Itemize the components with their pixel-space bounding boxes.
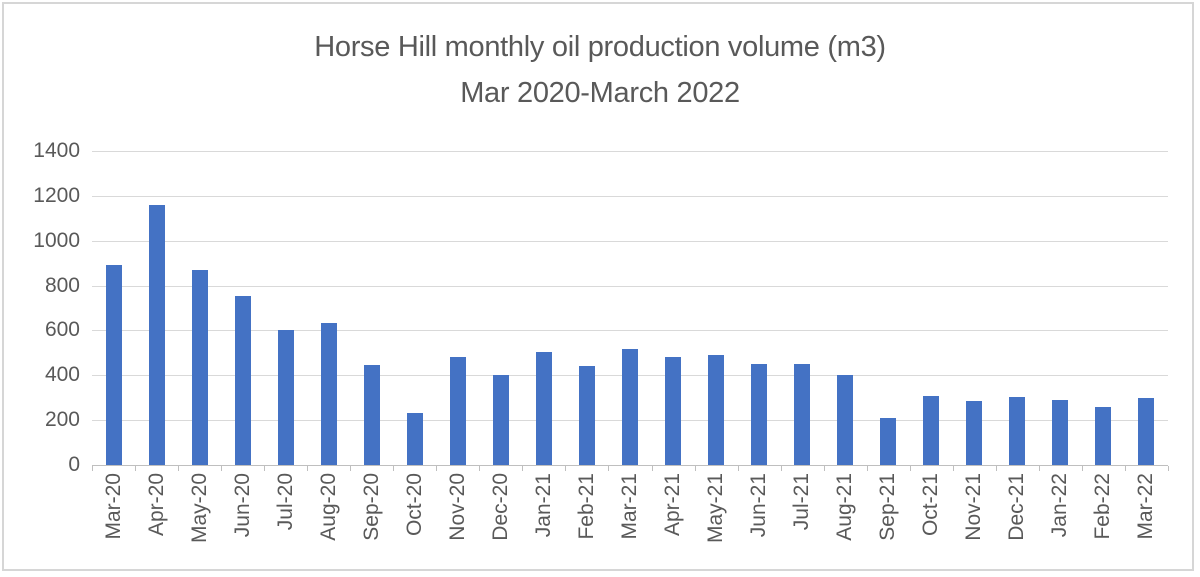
x-axis-tick [1124, 466, 1126, 471]
x-axis-label-nov-20: Nov-20 [445, 473, 469, 541]
x-axis-label-feb-22: Feb-22 [1091, 473, 1115, 540]
x-axis-label-apr-21: Apr-21 [661, 473, 685, 537]
chart-title-line1: Horse Hill monthly oil production volume… [314, 31, 886, 63]
bar-jun-21 [751, 363, 768, 465]
x-axis-tick [264, 466, 266, 471]
x-axis-tick [780, 466, 782, 471]
bar-may-21 [708, 354, 725, 465]
bar-oct-20 [406, 413, 423, 465]
x-axis-tick [565, 466, 567, 471]
x-axis-tick [350, 466, 352, 471]
x-axis-label-mar-20: Mar-20 [101, 473, 125, 540]
x-axis-label-jul-21: Jul-21 [790, 473, 814, 531]
x-axis-tick [1168, 466, 1169, 471]
bar-aug-20 [320, 322, 337, 465]
bar-sep-21 [880, 417, 897, 465]
x-axis-tick [737, 466, 739, 471]
x-axis-label-apr-20: Apr-20 [144, 473, 168, 537]
y-axis-label-400: 400 [44, 363, 80, 387]
x-axis-label-mar-22: Mar-22 [1134, 473, 1158, 540]
x-axis-tick [479, 466, 481, 471]
bar-jul-21 [794, 364, 811, 465]
y-axis-label-0: 0 [68, 453, 80, 476]
x-axis-tick [221, 466, 223, 471]
x-axis-label-sep-21: Sep-21 [876, 473, 900, 541]
bar-oct-21 [923, 395, 940, 465]
x-axis-label-may-21: May-21 [704, 473, 728, 544]
y-axis-label-1000: 1000 [33, 228, 80, 252]
x-axis-tick [307, 466, 309, 471]
bar-mar-22 [1138, 398, 1155, 465]
bar-mar-20 [105, 265, 122, 465]
x-axis-tick [608, 466, 610, 471]
bar-apr-21 [665, 357, 682, 465]
x-axis-label-jun-21: Jun-21 [747, 473, 771, 538]
bar-dec-21 [1009, 396, 1026, 465]
x-axis-label-sep-20: Sep-20 [359, 473, 383, 541]
bar-feb-22 [1095, 407, 1112, 465]
x-axis-tick [952, 466, 954, 471]
bar-sep-20 [363, 365, 380, 465]
x-axis-tick [1038, 466, 1040, 471]
x-axis-tick [995, 466, 997, 471]
bar-jan-21 [535, 351, 552, 465]
x-axis-label-jan-21: Jan-21 [531, 473, 555, 538]
gridline-1400 [92, 151, 1168, 152]
x-axis-tick [909, 466, 911, 471]
bar-apr-20 [148, 204, 165, 465]
chart-title-line2: Mar 2020-March 2022 [460, 77, 740, 109]
x-axis-tick [522, 466, 524, 471]
bar-feb-21 [578, 365, 595, 465]
x-axis-tick [651, 466, 653, 471]
y-axis-label-800: 800 [44, 273, 80, 297]
y-axis-label-600: 600 [44, 318, 80, 342]
x-axis-label-jun-20: Jun-20 [230, 473, 254, 538]
x-axis-tick [178, 466, 180, 471]
x-axis-label-may-20: May-20 [187, 473, 211, 544]
bar-mar-21 [622, 349, 638, 465]
x-axis-label-dec-21: Dec-21 [1005, 473, 1029, 541]
x-axis-line [92, 465, 1168, 466]
y-axis-label-1200: 1200 [33, 183, 80, 207]
bar-dec-20 [492, 374, 509, 465]
x-axis-tick [694, 466, 696, 471]
y-axis-label-200: 200 [44, 408, 80, 432]
chart-title: Horse Hill monthly oil production volume… [0, 24, 1200, 116]
bar-nov-21 [966, 400, 983, 465]
x-axis-tick [135, 466, 137, 471]
x-axis-tick [393, 466, 395, 471]
x-axis-tick [92, 466, 93, 471]
x-axis-label-feb-21: Feb-21 [574, 473, 598, 540]
bar-jan-22 [1052, 399, 1069, 465]
x-axis-label-oct-21: Oct-21 [919, 473, 943, 537]
gridline-800 [92, 285, 1168, 287]
y-axis-label-1400: 1400 [33, 139, 80, 162]
x-axis-label-jul-20: Jul-20 [273, 473, 297, 531]
x-axis-label-oct-20: Oct-20 [402, 473, 426, 537]
x-axis-tick [436, 466, 438, 471]
x-axis-label-aug-21: Aug-21 [833, 473, 857, 541]
x-axis-tick [823, 466, 825, 471]
bar-may-20 [191, 269, 208, 465]
gridline-1200 [92, 195, 1168, 197]
x-axis-label-mar-21: Mar-21 [618, 473, 641, 540]
x-axis-tick [1081, 466, 1083, 471]
x-axis-label-aug-20: Aug-20 [316, 473, 340, 541]
x-axis-tick [866, 466, 868, 471]
bar-aug-21 [837, 375, 854, 465]
gridline-1000 [92, 240, 1168, 242]
gridline-600 [92, 330, 1168, 332]
bar-jul-20 [277, 330, 294, 465]
bar-nov-20 [449, 356, 466, 465]
x-axis-label-dec-20: Dec-20 [488, 473, 512, 541]
x-axis-label-jan-22: Jan-22 [1048, 473, 1072, 538]
bar-jun-20 [234, 295, 251, 465]
x-axis-label-nov-21: Nov-21 [962, 473, 986, 541]
